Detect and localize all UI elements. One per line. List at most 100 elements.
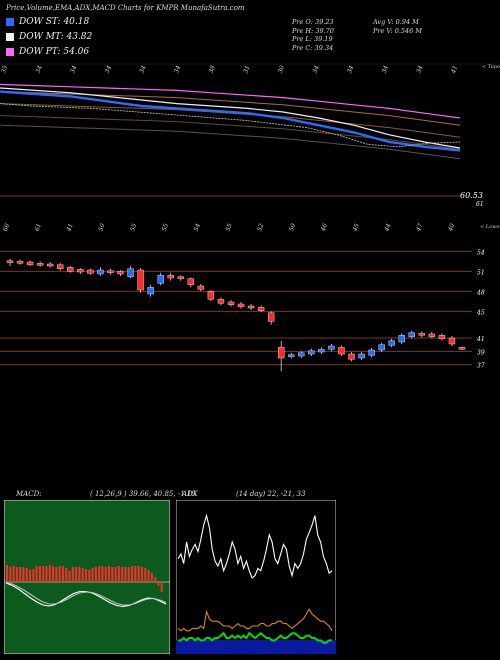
x-tick-label: 55 (129, 223, 138, 233)
macd-histogram-bar (61, 566, 64, 582)
x-tick-label: 35 (0, 65, 9, 75)
macd-histogram-bar (48, 565, 51, 582)
candle-body (328, 345, 335, 350)
level-value-label: 61 (476, 201, 484, 208)
x-tick-label: 34 (312, 65, 321, 75)
ema-series-line (0, 90, 461, 152)
edge-label: < Lower (480, 224, 500, 230)
x-tick-label: 34 (415, 65, 424, 75)
macd-histogram-bar (71, 567, 74, 582)
macd-histogram-bar (147, 570, 150, 582)
y-tick-label: 41 (476, 336, 485, 343)
x-tick-label: 45 (351, 223, 361, 234)
avg-volume: Avg V: 0.94 M (373, 18, 419, 26)
macd-series-line (5, 581, 167, 606)
x-tick-label: 34 (104, 65, 113, 75)
macd-histogram-bar (137, 566, 140, 582)
macd-histogram-bar (140, 567, 143, 582)
adx-background (176, 500, 336, 654)
candle-body (318, 349, 325, 353)
legend-swatch-st (6, 18, 14, 26)
candle-body (428, 333, 436, 337)
macd-histogram-bar (81, 568, 84, 582)
price-trace-line (0, 103, 461, 148)
page-title: Price,Volume,EMA,ADX,MACD Charts for KMP… (6, 4, 245, 12)
candle-body (368, 349, 375, 356)
x-tick-label: 41 (450, 65, 460, 76)
legend-swatch-pt (6, 48, 14, 56)
candle-body (117, 271, 124, 275)
x-tick-label: 31 (242, 65, 251, 75)
candle-body (308, 350, 315, 355)
legend-label-pt: DOW PT: 54.06 (19, 47, 90, 57)
x-tick-label: 50 (288, 223, 297, 233)
legend-label-st: DOW ST: 40.18 (19, 17, 90, 27)
macd-histogram-bar (88, 570, 91, 582)
candle-body (257, 307, 265, 311)
macd-histogram-bar (19, 567, 22, 582)
y-tick-label: 39 (477, 349, 485, 356)
macd-histogram-bar (114, 567, 117, 582)
ema-series-line (0, 87, 461, 149)
macd-histogram-bar (38, 566, 41, 582)
x-tick-label: 41 (65, 223, 75, 234)
macd-histogram-bar (127, 567, 130, 582)
candle-body (378, 344, 385, 351)
candle-body (298, 352, 305, 357)
candle-body (197, 285, 205, 290)
macd-histogram-bar (25, 568, 28, 582)
candle-body (67, 267, 74, 272)
pre-volume: Pre V: 0.546 M (373, 26, 423, 35)
pre-high: Pre H: 39.70 (292, 26, 334, 35)
x-tick-label: 66 (2, 223, 11, 233)
candle-body (348, 353, 355, 360)
candle-body (247, 305, 255, 309)
candle-body (26, 261, 34, 265)
macd-histogram-bar (52, 566, 55, 582)
candle-body (278, 347, 285, 359)
x-tick-label: 50 (97, 223, 106, 233)
macd-chart (4, 500, 170, 654)
macd-histogram-bar (144, 568, 147, 582)
candle-body (187, 278, 195, 285)
macd-histogram-bar (32, 569, 35, 582)
candle-body (237, 303, 245, 307)
legend-item-pt: DOW PT: 54.06 (6, 47, 89, 57)
macd-histogram-bar (29, 570, 32, 582)
candle-body (388, 340, 395, 346)
ema-band-line (0, 124, 461, 160)
x-tick-label: 34 (35, 65, 44, 75)
candle-body (157, 275, 164, 284)
price-candlestick-chart: 54 51 48 45 41 39 37 66 61 41 50 55 55 54 55 52 50 46 45 44… (0, 223, 500, 372)
x-tick-label: 46 (320, 223, 330, 234)
macd-histogram-bar (131, 566, 134, 582)
macd-histogram-bar (15, 567, 18, 582)
adx-series-line (177, 513, 333, 579)
candle-body (267, 312, 275, 322)
adx-label: ADX (182, 490, 198, 498)
x-tick-label: 34 (381, 65, 390, 75)
y-tick-label: 54 (477, 249, 485, 256)
adx-series-line (178, 631, 332, 644)
candle-body (438, 335, 446, 339)
x-tick-label: 44 (383, 223, 393, 234)
macd-label: MACD: (16, 490, 42, 498)
candle-body (6, 260, 14, 263)
macd-histogram-bar (68, 571, 71, 582)
macd-values: ( 12,26,9 ) 39.66, 40.85, -1.19 (90, 490, 196, 498)
x-tick-label: 38 (208, 65, 217, 75)
candle-body (36, 263, 44, 266)
macd-histogram-bar (101, 566, 104, 582)
candle-body (137, 269, 144, 291)
candle-body (177, 276, 184, 279)
macd-histogram-bar (157, 582, 160, 586)
macd-histogram-bar (85, 569, 87, 582)
candle-body (398, 335, 405, 343)
macd-histogram-bar (104, 567, 107, 582)
x-tick-label: 34 (173, 65, 182, 75)
candle-body (217, 299, 225, 304)
ema-series-line (0, 83, 461, 119)
adx-values: (14 day) 22, -21, 33 (236, 490, 306, 498)
macd-histogram-bar (94, 567, 97, 582)
macd-histogram-bar (124, 567, 127, 582)
